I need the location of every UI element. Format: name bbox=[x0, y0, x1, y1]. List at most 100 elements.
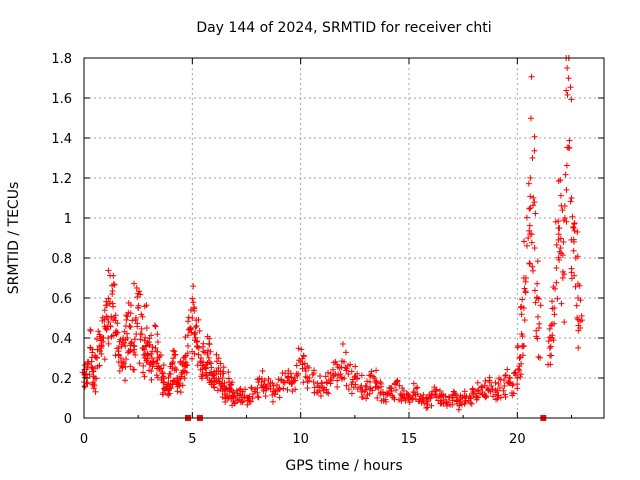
data-point bbox=[122, 363, 129, 370]
data-point bbox=[563, 218, 570, 225]
data-point bbox=[122, 377, 129, 384]
data-point bbox=[144, 355, 151, 362]
data-point bbox=[574, 253, 581, 260]
data-point bbox=[123, 312, 130, 319]
data-point bbox=[531, 199, 538, 206]
data-point bbox=[182, 352, 189, 359]
data-point bbox=[564, 91, 571, 98]
data-point bbox=[520, 305, 527, 311]
data-point bbox=[285, 373, 292, 380]
data-point bbox=[159, 370, 166, 377]
data-point bbox=[192, 329, 199, 336]
data-point bbox=[488, 383, 495, 389]
data-point bbox=[96, 331, 103, 338]
data-point bbox=[391, 396, 398, 403]
data-point bbox=[219, 375, 226, 381]
data-point bbox=[373, 367, 380, 374]
data-point bbox=[262, 393, 269, 400]
data-point bbox=[196, 327, 203, 334]
data-point bbox=[528, 73, 535, 80]
data-point bbox=[339, 376, 346, 383]
data-point bbox=[225, 369, 232, 376]
data-point bbox=[142, 334, 149, 341]
data-point bbox=[207, 360, 214, 367]
data-point bbox=[89, 368, 96, 375]
data-point bbox=[300, 353, 307, 360]
data-point bbox=[527, 205, 534, 211]
data-point bbox=[527, 193, 534, 200]
data-point bbox=[569, 213, 576, 220]
data-point bbox=[557, 245, 564, 251]
data-point bbox=[115, 348, 122, 355]
data-point bbox=[357, 384, 364, 391]
data-point bbox=[529, 267, 536, 274]
data-point bbox=[400, 395, 407, 402]
data-point bbox=[110, 281, 117, 288]
data-point bbox=[280, 385, 287, 392]
data-point bbox=[84, 380, 91, 387]
data-point bbox=[130, 366, 137, 373]
data-point bbox=[564, 65, 571, 71]
data-point bbox=[558, 300, 565, 307]
data-point bbox=[483, 392, 490, 399]
data-point bbox=[105, 295, 112, 302]
data-point bbox=[141, 373, 148, 380]
data-point bbox=[213, 358, 220, 365]
data-point bbox=[311, 384, 318, 391]
data-point bbox=[113, 331, 120, 337]
data-point bbox=[204, 333, 211, 340]
data-point bbox=[339, 341, 346, 348]
data-point bbox=[298, 346, 305, 353]
data-point bbox=[114, 345, 121, 352]
data-point bbox=[111, 281, 118, 288]
data-point bbox=[495, 380, 502, 387]
data-point bbox=[345, 386, 352, 393]
data-point bbox=[169, 360, 176, 367]
data-point bbox=[276, 394, 283, 401]
data-point bbox=[571, 220, 578, 227]
data-point bbox=[148, 351, 155, 357]
data-point bbox=[114, 320, 121, 327]
data-point bbox=[504, 366, 511, 373]
data-point bbox=[160, 379, 167, 386]
data-point bbox=[428, 402, 435, 409]
data-points bbox=[79, 55, 585, 421]
data-point bbox=[245, 397, 252, 404]
data-point bbox=[534, 280, 541, 287]
data-point bbox=[174, 379, 181, 386]
data-point bbox=[126, 323, 133, 329]
y-tick-label: 1.4 bbox=[51, 132, 72, 147]
data-point bbox=[577, 297, 584, 304]
data-point bbox=[405, 391, 412, 398]
data-point bbox=[327, 376, 334, 383]
data-point bbox=[127, 347, 134, 354]
data-point bbox=[304, 378, 311, 385]
data-point bbox=[148, 376, 155, 383]
data-point bbox=[567, 198, 574, 205]
data-point bbox=[154, 348, 161, 355]
data-point bbox=[156, 353, 163, 360]
data-point bbox=[570, 225, 577, 231]
data-point bbox=[122, 343, 129, 349]
data-point bbox=[449, 401, 456, 408]
data-point bbox=[191, 307, 198, 314]
data-point bbox=[554, 295, 561, 302]
data-point bbox=[195, 316, 202, 323]
data-point bbox=[546, 325, 553, 332]
data-point bbox=[574, 228, 581, 235]
data-point bbox=[89, 349, 96, 356]
data-point bbox=[555, 178, 562, 185]
data-point bbox=[348, 390, 355, 397]
data-point bbox=[515, 366, 522, 373]
data-point bbox=[523, 242, 530, 249]
data-point bbox=[154, 331, 161, 338]
y-tick-label: 1.8 bbox=[51, 52, 72, 67]
data-point bbox=[188, 325, 195, 332]
data-point bbox=[347, 361, 354, 368]
data-point bbox=[302, 373, 309, 380]
data-point bbox=[500, 377, 507, 384]
data-point bbox=[101, 356, 108, 363]
data-point bbox=[104, 302, 111, 309]
data-point bbox=[204, 347, 211, 354]
data-point bbox=[274, 381, 281, 388]
